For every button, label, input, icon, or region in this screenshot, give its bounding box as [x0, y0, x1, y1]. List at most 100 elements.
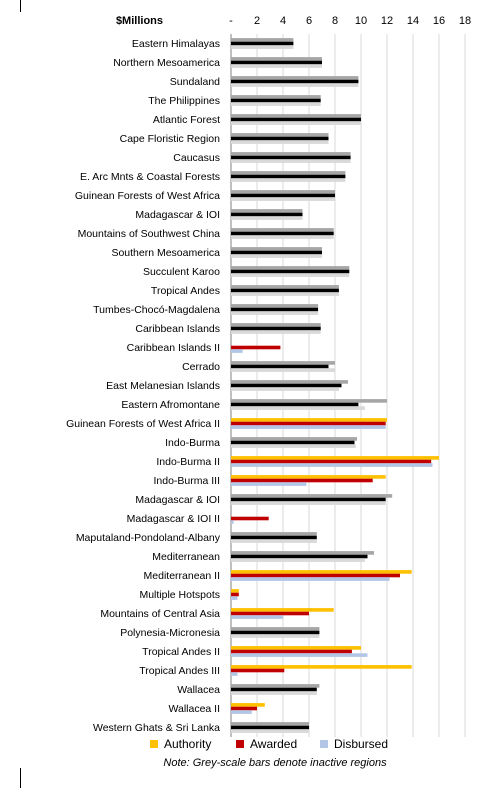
disbursed-bar	[231, 501, 386, 505]
x-tick-label: 4	[280, 15, 286, 27]
authority-bar	[231, 171, 346, 175]
disbursed-bar	[231, 273, 350, 277]
legend-swatch	[236, 740, 244, 748]
awarded-bar	[231, 497, 386, 502]
authority-bar	[231, 361, 335, 365]
disbursed-bar	[231, 463, 433, 467]
authority-bar	[231, 114, 361, 118]
category-label: Cape Floristic Region	[120, 133, 221, 145]
authority-bar	[231, 399, 387, 403]
category-label: Indo-Burma	[165, 437, 220, 449]
disbursed-bar	[231, 425, 386, 429]
awarded-bar	[231, 98, 321, 103]
category-label: Mediterranean II	[144, 570, 220, 582]
awarded-bar	[231, 155, 351, 160]
disbursed-bar	[231, 672, 238, 676]
awarded-bar	[231, 117, 361, 122]
x-tick-label: 8	[332, 15, 338, 27]
authority-bar	[231, 494, 393, 498]
disbursed-bar	[231, 159, 351, 163]
x-tick-label: 2	[254, 15, 260, 27]
awarded-bar	[231, 706, 257, 711]
awarded-bar	[231, 459, 432, 464]
awarded-bar	[231, 231, 334, 236]
category-label: E. Arc Mnts & Coastal Forests	[80, 171, 220, 183]
awarded-bar	[231, 79, 359, 84]
disbursed-bar	[231, 235, 334, 239]
disbursed-bar	[231, 558, 365, 562]
category-label: Northern Mesoamerica	[113, 57, 220, 69]
category-label: East Melanesian Islands	[106, 380, 220, 392]
category-label: Multiple Hotspots	[139, 589, 220, 601]
disbursed-bar	[231, 615, 283, 619]
awarded-bar	[231, 440, 355, 445]
authority-bar	[231, 646, 361, 650]
category-label: Indo-Burma III	[153, 475, 220, 487]
category-labels: Eastern Himalayas Northern Mesoamerica Sun…	[66, 38, 221, 734]
awarded-bar	[231, 630, 320, 635]
category-label: Guinean Forests of West Africa	[75, 190, 220, 202]
x-tick-label: 18	[459, 15, 471, 27]
category-label: Tumbes-Chocó-Magdalena	[93, 304, 220, 316]
disbursed-bar	[231, 45, 294, 49]
category-label: Eastern Afromontane	[121, 399, 220, 411]
disbursed-bar	[231, 729, 309, 733]
disbursed-bar	[231, 520, 234, 524]
awarded-bar	[231, 687, 317, 692]
x-tick-label: 16	[433, 15, 445, 27]
awarded-bar	[231, 345, 281, 350]
authority-bar	[231, 228, 334, 232]
category-label: Mountains of Central Asia	[100, 608, 220, 620]
category-label: Western Ghats & Sri Lanka	[93, 722, 220, 734]
disbursed-bar	[231, 444, 356, 448]
authority-bar	[231, 76, 359, 80]
awarded-bar	[231, 554, 368, 559]
disbursed-bar	[231, 197, 335, 201]
bars	[231, 38, 439, 733]
category-label: The Philippines	[148, 95, 220, 107]
awarded-bar	[231, 573, 400, 578]
authority-bar	[231, 247, 322, 251]
awarded-bar	[231, 136, 329, 141]
category-label: Madagascar & IOI	[135, 209, 220, 221]
awarded-bar	[231, 307, 319, 312]
legend-label: Disbursed	[334, 737, 388, 751]
awarded-bar	[231, 402, 359, 407]
category-label: Succulent Karoo	[143, 266, 220, 278]
legend-label: Awarded	[250, 737, 297, 751]
authority-bar	[231, 722, 309, 726]
legend: Authority Awarded Disbursed	[150, 737, 388, 751]
disbursed-bar	[231, 121, 361, 125]
disbursed-bar	[231, 311, 319, 315]
category-label: Caribbean Islands	[135, 323, 220, 335]
category-label: Madagascar & IOI II	[127, 513, 220, 525]
unit-label: $Millions	[116, 15, 163, 27]
awarded-bar	[231, 668, 285, 673]
x-tick-label: 12	[381, 15, 393, 27]
legend-swatch	[320, 740, 328, 748]
x-tick-label: 6	[306, 15, 312, 27]
awarded-bar	[231, 326, 321, 331]
authority-bar	[231, 532, 317, 536]
x-tick-label: 14	[407, 15, 419, 27]
awarded-bar	[231, 41, 294, 46]
disbursed-bar	[231, 653, 368, 657]
disbursed-bar	[231, 368, 335, 372]
category-label: Tropical Andes II	[142, 646, 220, 658]
authority-bar	[231, 665, 412, 669]
awarded-bar	[231, 535, 317, 540]
legend-swatch	[150, 740, 158, 748]
disbursed-bar	[231, 254, 322, 258]
authority-bar	[231, 551, 374, 555]
authority-bar	[231, 57, 322, 61]
category-label: Eastern Himalayas	[132, 38, 220, 50]
category-label: Cerrado	[182, 361, 220, 373]
awarded-bar	[231, 611, 309, 616]
awarded-bar	[231, 250, 322, 255]
awarded-bar	[231, 383, 342, 388]
awarded-bar	[231, 592, 239, 597]
awarded-bar	[231, 478, 373, 483]
category-label: Sundaland	[170, 76, 220, 88]
authority-bar	[231, 133, 329, 137]
